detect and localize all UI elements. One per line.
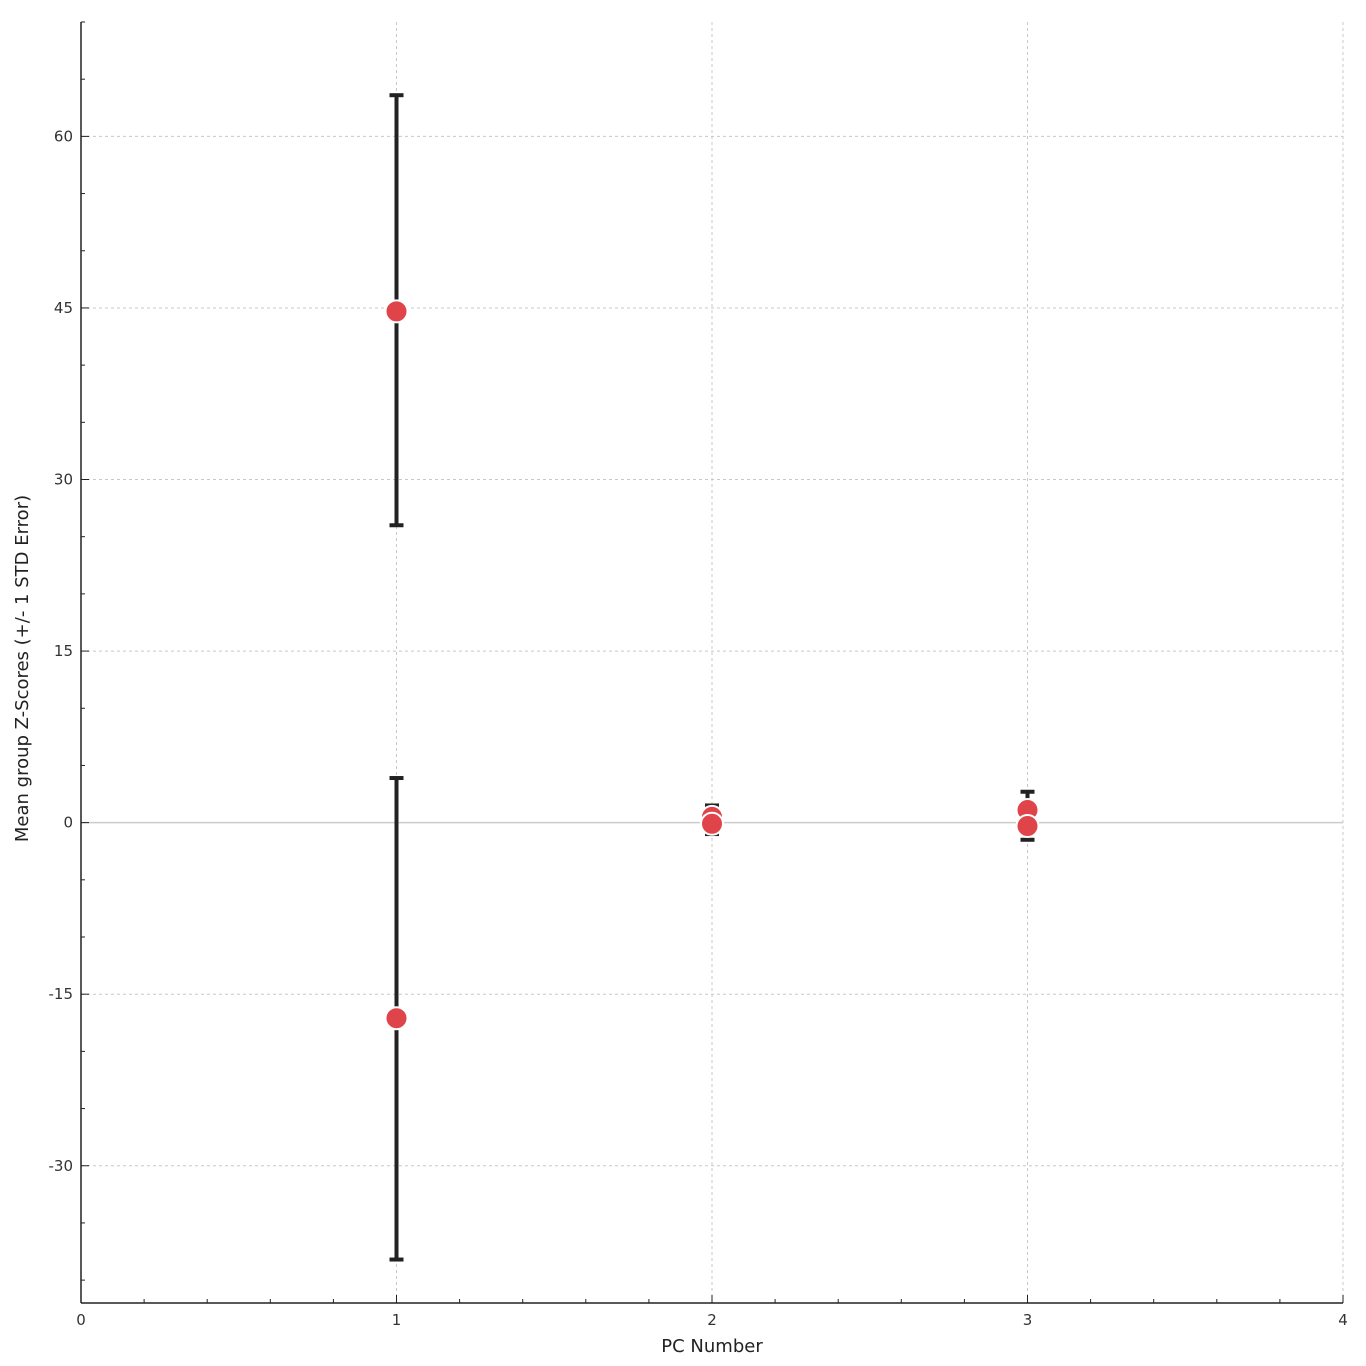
data-point — [1015, 814, 1040, 839]
axes — [80, 21, 1344, 1304]
data-points — [384, 299, 1040, 1031]
x-tick-label: 0 — [76, 1311, 86, 1329]
y-tick-label: 0 — [63, 814, 73, 832]
grid — [81, 22, 1344, 1303]
y-tick-label: 45 — [54, 299, 73, 317]
x-tick-label: 3 — [1023, 1311, 1033, 1329]
y-tick-label: 15 — [54, 642, 73, 660]
data-point — [384, 299, 409, 324]
y-tick-label: 60 — [54, 127, 73, 145]
tick-labels: 0 1 2 3 4 -30 -15 0 15 30 45 60 — [49, 127, 1348, 1329]
y-tick-label: -15 — [49, 985, 74, 1003]
x-axis-title: PC Number — [661, 1336, 763, 1357]
x-tick-label: 4 — [1338, 1311, 1348, 1329]
y-axis-title: Mean group Z-Scores (+/- 1 STD Error) — [12, 495, 33, 842]
y-tick-label: 30 — [54, 471, 73, 489]
x-tick-label: 1 — [392, 1311, 402, 1329]
data-point — [384, 1006, 409, 1031]
x-tick-label: 2 — [707, 1311, 717, 1329]
y-tick-label: -30 — [49, 1157, 74, 1175]
data-point — [700, 811, 724, 836]
